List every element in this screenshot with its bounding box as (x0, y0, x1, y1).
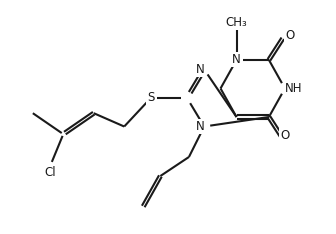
Text: S: S (147, 91, 155, 104)
Text: Cl: Cl (44, 167, 56, 179)
Text: CH₃: CH₃ (226, 16, 247, 29)
Text: N: N (232, 53, 241, 66)
Text: N: N (196, 120, 204, 133)
Text: NH: NH (285, 82, 302, 95)
Text: N: N (196, 63, 204, 76)
Text: O: O (280, 129, 290, 142)
Text: O: O (285, 29, 294, 42)
